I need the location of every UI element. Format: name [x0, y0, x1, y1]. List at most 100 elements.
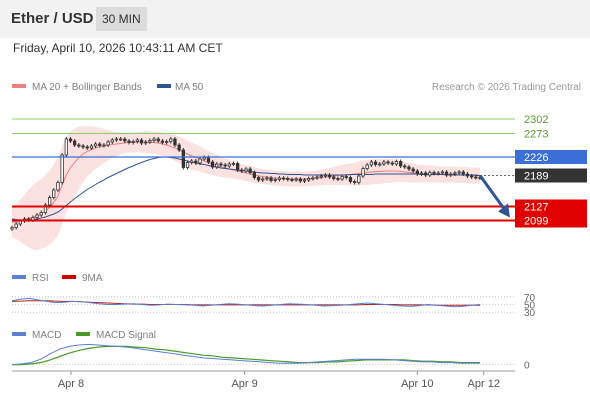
- candle: [73, 140, 77, 146]
- candle: [173, 138, 177, 146]
- bollinger-band: [12, 126, 480, 250]
- macd-line: [11, 343, 480, 366]
- rsi-legend-label: RSI: [32, 273, 49, 284]
- candle: [248, 168, 252, 173]
- candle: [332, 176, 336, 179]
- candle: [81, 145, 85, 148]
- candle: [311, 177, 315, 180]
- rsi-9ma-legend-swatch: [62, 275, 76, 279]
- macd-signal-legend-swatch: [76, 332, 90, 336]
- candle: [340, 176, 344, 180]
- candle: [206, 157, 211, 163]
- chart-header: Ether / USD 30 MIN: [0, 0, 590, 38]
- candle: [144, 141, 148, 144]
- candle: [43, 204, 48, 213]
- rsi-line: [11, 297, 481, 308]
- candle: [10, 227, 14, 230]
- candle: [290, 179, 294, 181]
- macd-legend-label: MACD: [32, 330, 61, 341]
- macd-legend-swatch: [12, 332, 26, 336]
- candle: [436, 172, 440, 175]
- candle: [223, 164, 227, 167]
- candle: [152, 138, 156, 141]
- candle: [210, 161, 215, 168]
- candle: [277, 177, 282, 180]
- candle: [106, 141, 110, 146]
- candle: [273, 179, 277, 181]
- rsi-9ma-legend-label: 9MA: [82, 273, 103, 284]
- candle: [419, 172, 424, 175]
- candle: [123, 138, 127, 142]
- candle: [352, 181, 357, 183]
- candle: [194, 160, 198, 164]
- resistance-label-box: [515, 150, 587, 164]
- candle: [449, 173, 453, 176]
- candle: [160, 140, 165, 143]
- ma20-legend-swatch: [12, 84, 26, 88]
- candle: [156, 138, 160, 142]
- rsi-tick-label: 30: [524, 308, 536, 319]
- candle: [85, 146, 89, 149]
- candle: [131, 141, 135, 143]
- candle: [390, 162, 394, 165]
- candle: [298, 178, 303, 182]
- instrument-title: Ether / USD: [11, 10, 94, 27]
- candle: [244, 168, 248, 172]
- candle: [428, 172, 432, 176]
- current-price-box: [515, 168, 587, 183]
- candle: [386, 161, 390, 164]
- level-label-minor: 2302: [524, 114, 548, 126]
- candle: [453, 172, 457, 175]
- candle: [219, 163, 223, 166]
- ma20-legend-label: MA 20 + Bollinger Bands: [32, 82, 142, 93]
- candle: [423, 172, 428, 176]
- candle: [369, 161, 374, 166]
- candle: [119, 138, 123, 141]
- candle: [68, 138, 73, 142]
- rsi-tick-label: 70: [524, 293, 536, 304]
- key-levels: 2302 2273 2226 2189 2127 2099: [12, 114, 587, 228]
- candle: [365, 164, 369, 169]
- candle: [286, 178, 290, 180]
- rsi-tick-label: 50: [524, 301, 536, 312]
- candle: [198, 158, 202, 164]
- support-label-box: [515, 213, 587, 228]
- candle: [373, 161, 378, 165]
- candle: [323, 174, 328, 177]
- candle: [110, 139, 114, 143]
- candle: [164, 141, 169, 143]
- candle: [457, 171, 461, 174]
- support-label: 2099: [524, 216, 548, 228]
- candle: [227, 163, 231, 167]
- candle: [361, 168, 365, 177]
- current-price-label: 2189: [524, 171, 548, 183]
- candle: [39, 212, 43, 216]
- candle: [348, 177, 353, 182]
- candle: [465, 173, 470, 177]
- candle: [177, 144, 181, 151]
- candle: [302, 179, 307, 182]
- candle: [269, 177, 273, 181]
- candle: [265, 177, 269, 180]
- candle: [148, 140, 152, 143]
- rsi-legend-swatch: [12, 275, 26, 279]
- candle: [114, 138, 119, 141]
- support-label-box: [515, 199, 587, 214]
- candle: [357, 175, 361, 183]
- macd-tick-label: 0: [524, 361, 530, 372]
- ma50-legend-swatch: [157, 84, 171, 88]
- candle: [169, 138, 173, 142]
- candle: [215, 163, 219, 168]
- candle: [294, 178, 298, 181]
- candle: [319, 175, 323, 178]
- candle: [411, 168, 415, 172]
- candle: [181, 149, 186, 168]
- chart-datetime: Friday, April 10, 2026 10:43:11 AM CET: [13, 41, 223, 55]
- candle: [185, 162, 190, 168]
- macd-signal-line: [12, 345, 480, 366]
- candle: [403, 165, 407, 168]
- timeframe-button[interactable]: 30 MIN: [96, 7, 147, 31]
- price-legend: MA 20 + Bollinger Bands MA 50: [12, 82, 204, 93]
- macd-panel: 0: [11, 343, 530, 372]
